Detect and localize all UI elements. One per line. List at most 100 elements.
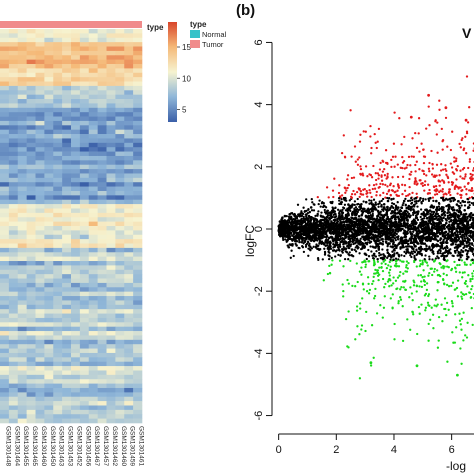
heatmap-cell	[124, 348, 134, 354]
volcano-point	[413, 200, 417, 203]
heatmap-cell	[133, 274, 143, 279]
heatmap-cell	[53, 182, 63, 187]
heatmap-cell	[0, 418, 10, 424]
volcano-point	[401, 155, 404, 159]
volcano-point	[415, 216, 419, 220]
heatmap-cell	[133, 138, 143, 144]
volcano-point	[372, 198, 376, 201]
heatmap-cell	[97, 177, 107, 183]
volcano-point	[354, 250, 358, 253]
volcano-point	[414, 131, 417, 135]
heatmap-cell	[115, 326, 125, 332]
heatmap-cell	[17, 134, 27, 139]
heatmap-cell	[8, 107, 19, 113]
heatmap-cell	[88, 29, 98, 34]
heatmap-cell	[17, 217, 27, 222]
heatmap-cell	[115, 42, 125, 47]
volcano-point	[320, 202, 324, 205]
volcano-point	[358, 187, 361, 191]
heatmap-cell	[133, 112, 143, 117]
volcano-point	[334, 206, 337, 210]
volcano-point	[298, 240, 301, 244]
heatmap-cell	[97, 55, 107, 60]
volcano-point	[375, 194, 378, 197]
volcano-point	[345, 189, 348, 192]
volcano-point	[315, 233, 318, 237]
volcano-point	[432, 327, 435, 330]
heatmap-cell	[124, 37, 134, 43]
heatmap-cell	[97, 147, 107, 152]
heatmap-cell	[8, 129, 19, 135]
heatmap-cell	[0, 68, 10, 74]
heatmap-cell	[0, 243, 10, 249]
heatmap-cell	[8, 182, 19, 187]
heatmap-cell	[8, 169, 19, 174]
volcano-point	[422, 233, 426, 236]
volcano-point	[342, 245, 345, 249]
heatmap-cell	[17, 265, 27, 271]
heatmap-cell	[97, 107, 107, 113]
volcano-point	[468, 218, 472, 222]
volcano-point	[396, 276, 400, 279]
heatmap-cell	[133, 361, 143, 367]
heatmap-cell	[115, 99, 125, 104]
heatmap-cell	[35, 134, 45, 139]
volcano-point	[411, 252, 414, 255]
heatmap-cell	[133, 401, 143, 406]
heatmap-cell	[133, 90, 143, 95]
heatmap-cell	[133, 33, 143, 39]
volcano-point	[392, 202, 396, 206]
volcano-point	[445, 173, 448, 176]
heatmap-cell	[124, 116, 134, 122]
heatmap-cell	[44, 85, 54, 91]
volcano-point	[459, 196, 463, 199]
heatmap-cell	[26, 326, 36, 332]
heatmap-cell	[133, 116, 143, 122]
heatmap-cell	[115, 151, 125, 157]
heatmap-cell	[79, 55, 90, 60]
volcano-point	[323, 208, 326, 212]
heatmap-cell	[115, 55, 125, 60]
heatmap-cell	[62, 129, 72, 135]
volcano-point	[392, 232, 396, 236]
heatmap-cell	[133, 204, 143, 209]
heatmap-cell	[115, 160, 125, 166]
volcano-point	[386, 248, 389, 251]
heatmap-cell	[26, 142, 36, 148]
heatmap-cell	[88, 125, 98, 130]
heatmap-cell	[97, 418, 107, 424]
volcano-point	[289, 256, 292, 259]
heatmap-cell	[53, 396, 63, 402]
heatmap-cell	[71, 401, 81, 406]
volcano-point	[433, 175, 437, 179]
volcano-point	[448, 190, 451, 194]
volcano-point	[451, 242, 455, 245]
volcano-point	[342, 248, 345, 251]
volcano-point	[388, 253, 392, 257]
heatmap-cell	[0, 344, 10, 349]
volcano-point	[392, 248, 396, 252]
heatmap-cell	[133, 387, 143, 393]
heatmap-cell	[8, 247, 19, 253]
heatmap-cell	[26, 94, 36, 100]
heatmap-cell	[26, 335, 36, 341]
sample-label: GSM1301460	[120, 426, 127, 466]
heatmap-cell	[124, 265, 134, 271]
heatmap-cell	[88, 274, 98, 279]
heatmap-cell	[88, 326, 98, 332]
heatmap-cell	[8, 243, 19, 249]
heatmap-cell	[106, 226, 116, 231]
volcano-point	[337, 253, 340, 257]
heatmap-cell	[79, 195, 90, 201]
heatmap-cell	[71, 134, 81, 139]
heatmap-cell	[8, 361, 19, 367]
heatmap-cell	[53, 409, 63, 415]
volcano-point	[325, 244, 329, 247]
heatmap-cell	[71, 269, 81, 275]
heatmap-cell	[62, 291, 72, 297]
volcano-point	[392, 258, 395, 262]
heatmap-cell	[8, 64, 19, 69]
heatmap-cell	[71, 217, 81, 222]
heatmap-cell	[0, 147, 10, 152]
volcano-point	[330, 201, 333, 205]
